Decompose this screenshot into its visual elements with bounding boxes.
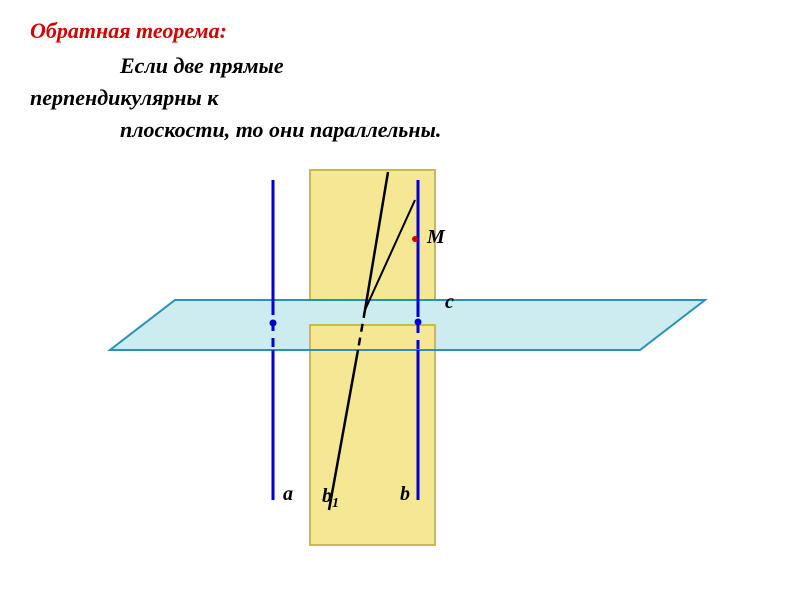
label-b1: b1 — [322, 485, 339, 512]
theorem-body: Если две прямые перпендикулярны к плоско… — [30, 50, 770, 146]
diagram: M c a b1 b — [0, 160, 800, 600]
label-a: a — [283, 483, 293, 506]
theorem-title: Обратная теорема: — [30, 18, 227, 44]
title-text: Обратная теорема: — [30, 18, 227, 43]
theorem-line2: перпендикулярны к — [30, 82, 770, 114]
label-M: M — [427, 226, 445, 249]
point-b-plane — [415, 319, 422, 326]
theorem-line1: Если две прямые — [30, 50, 770, 82]
point-M — [412, 236, 418, 242]
label-b: b — [400, 483, 410, 506]
vertical-plane-bottom — [310, 325, 435, 545]
diagram-svg — [0, 160, 800, 600]
theorem-line3: плоскости, то они параллельны. — [30, 114, 770, 146]
point-a-plane — [270, 320, 277, 327]
label-c: c — [445, 291, 454, 314]
